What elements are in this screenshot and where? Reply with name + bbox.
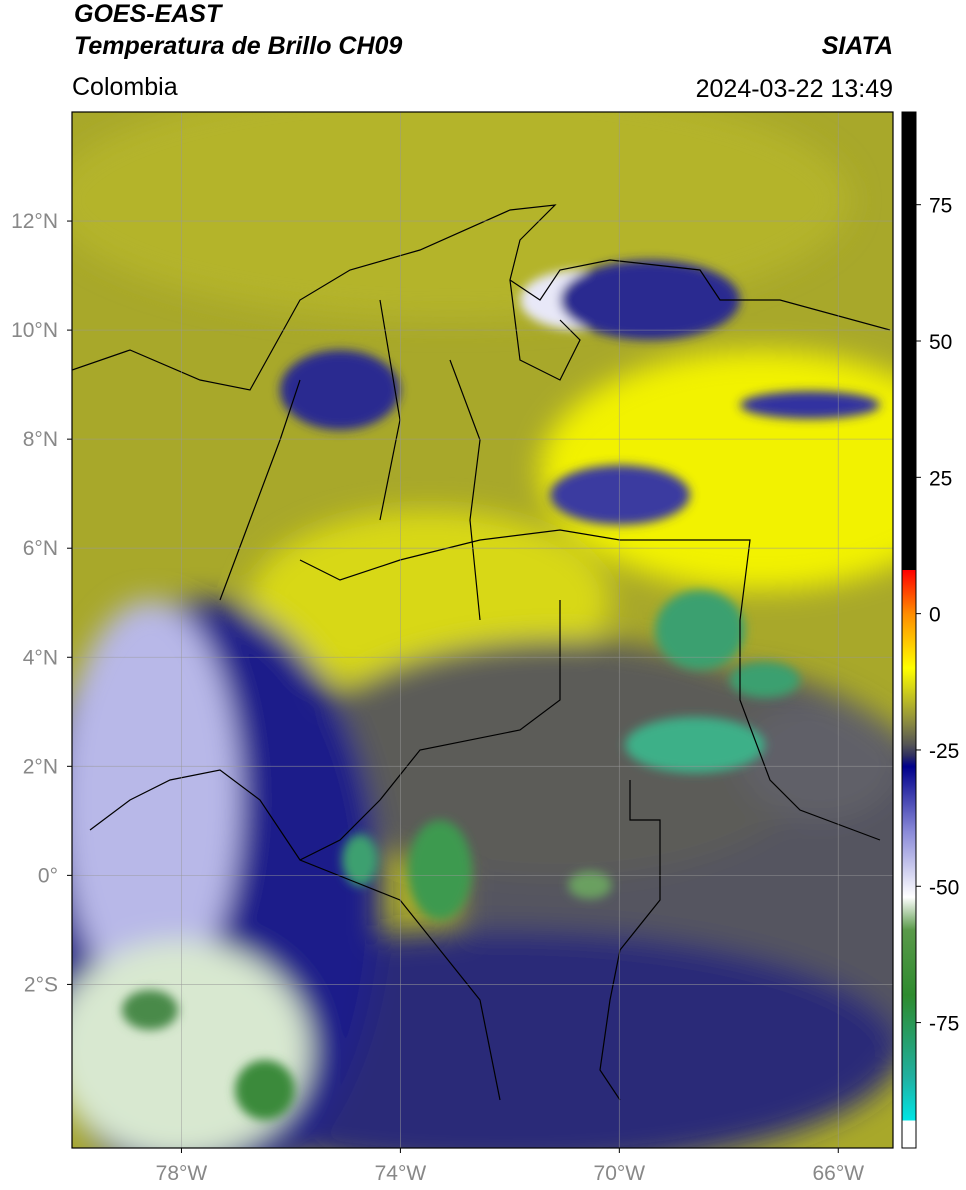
colorbar-tick-label: -75 — [929, 1013, 959, 1036]
region: Colombia — [72, 73, 178, 101]
colorbar — [901, 111, 917, 1149]
satellite-image — [72, 112, 893, 1148]
colorbar-ticks: 75 50 25 0 -25 -50 -75 — [916, 195, 959, 1036]
colorbar-tick-label: 0 — [929, 604, 941, 627]
subtitle: Temperatura de Brillo CH09 — [74, 32, 402, 60]
y-tick-label: 8°N — [23, 428, 58, 451]
axis-ticks: 78°W 74°W 70°W 66°W 12°N 10°N 8°N 6°N 4°N 2°N 0° 2°… — [11, 210, 864, 1185]
colorbar-tick-label: -50 — [929, 876, 959, 899]
colorbar-tick-label: -25 — [929, 740, 959, 763]
y-tick-label: 4°N — [23, 646, 58, 669]
y-tick-label: 10°N — [11, 319, 58, 342]
y-tick-label: 2°S — [24, 973, 58, 996]
colorbar-tick-label: 75 — [929, 195, 952, 218]
graticule — [72, 112, 893, 1148]
timestamp: 2024-03-22 13:49 — [696, 75, 893, 103]
y-tick-label: 0° — [38, 864, 58, 887]
map-frame — [71, 111, 894, 1149]
y-tick-label: 12°N — [11, 210, 58, 233]
title: GOES-EAST — [74, 0, 224, 28]
x-tick-label: 66°W — [812, 1162, 864, 1185]
x-tick-label: 78°W — [156, 1162, 208, 1185]
y-tick-label: 2°N — [23, 755, 58, 778]
colorbar-tick-label: 50 — [929, 331, 952, 354]
x-tick-label: 70°W — [594, 1162, 646, 1185]
colorbar-tick-label: 25 — [929, 467, 952, 490]
y-tick-label: 6°N — [23, 537, 58, 560]
x-tick-label: 74°W — [375, 1162, 427, 1185]
source: SIATA — [822, 32, 893, 60]
